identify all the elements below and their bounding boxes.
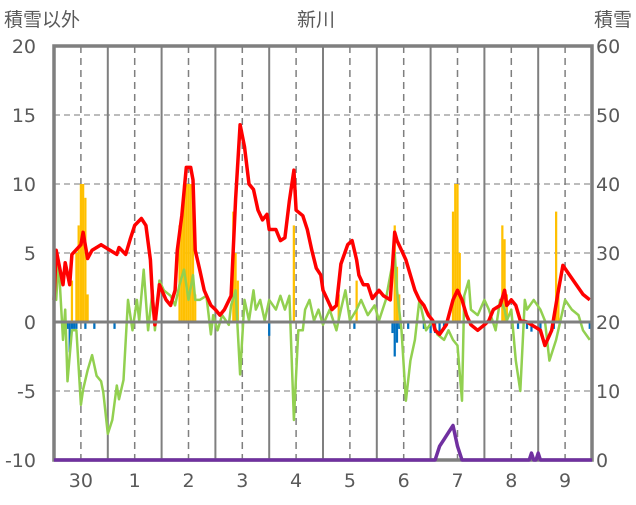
right-tick-label: 0 bbox=[596, 450, 608, 472]
axes bbox=[52, 44, 594, 462]
blue-bar bbox=[68, 322, 71, 353]
orange-bar bbox=[180, 211, 183, 322]
blue-bar bbox=[429, 322, 432, 334]
x-tick-label: 9 bbox=[559, 470, 571, 492]
left-tick-label: 0 bbox=[24, 312, 36, 334]
left-tick-label: 10 bbox=[12, 174, 36, 196]
orange-bar bbox=[503, 239, 506, 322]
blue-bar bbox=[395, 322, 399, 343]
blue-bar bbox=[113, 322, 116, 329]
orange-bar bbox=[337, 294, 340, 322]
blue-bar bbox=[84, 322, 87, 329]
x-tick-label: 8 bbox=[505, 470, 517, 492]
orange-bar bbox=[84, 197, 87, 322]
blue-bar bbox=[75, 322, 78, 329]
blue-bar bbox=[438, 322, 441, 334]
orange-bar bbox=[185, 184, 188, 322]
left-tick-label: -5 bbox=[17, 381, 36, 403]
blue-bar bbox=[516, 322, 520, 329]
left-axis-label: 積雪以外 bbox=[4, 9, 80, 31]
left-tick-label: 15 bbox=[12, 105, 36, 127]
chart-title: 新川 bbox=[297, 9, 335, 31]
blue-bar bbox=[353, 322, 356, 329]
blue-bar bbox=[73, 322, 76, 329]
x-tick-label: 1 bbox=[129, 470, 141, 492]
x-tick-label: 2 bbox=[182, 470, 194, 492]
orange-bar bbox=[191, 184, 195, 322]
orange-bar bbox=[557, 294, 560, 322]
blue-bar bbox=[407, 322, 410, 329]
blue-bar bbox=[588, 322, 591, 329]
orange-bar bbox=[82, 184, 85, 322]
right-tick-label: 40 bbox=[596, 174, 620, 196]
orange-bar bbox=[79, 184, 83, 322]
orange-bar bbox=[194, 294, 197, 322]
orange-bar bbox=[77, 225, 80, 322]
blue-bar bbox=[539, 322, 542, 329]
orange-bar bbox=[86, 294, 89, 322]
right-axis-label: 積雪 bbox=[594, 9, 632, 31]
left-tick-label: 20 bbox=[12, 36, 36, 58]
left-tick-label: 5 bbox=[24, 243, 36, 265]
blue-bar bbox=[93, 322, 96, 329]
left-tick-label: -10 bbox=[5, 450, 36, 472]
bars bbox=[61, 184, 591, 357]
x-tick-label: 5 bbox=[344, 470, 356, 492]
orange-bar bbox=[501, 225, 504, 322]
orange-bar bbox=[456, 184, 459, 322]
orange-bar bbox=[75, 253, 78, 322]
blue-bar bbox=[66, 322, 69, 329]
right-tick-label: 50 bbox=[596, 105, 620, 127]
right-tick-label: 20 bbox=[596, 312, 620, 334]
orange-bar bbox=[178, 225, 181, 322]
orange-bar bbox=[292, 225, 295, 322]
right-tick-label: 60 bbox=[596, 36, 620, 58]
x-tick-label: 4 bbox=[290, 470, 302, 492]
blue-bar bbox=[398, 322, 401, 329]
orange-bar bbox=[458, 253, 461, 322]
orange-bar bbox=[234, 253, 237, 322]
blue-bar bbox=[70, 322, 74, 329]
orange-bar bbox=[555, 211, 558, 322]
orange-bar bbox=[451, 211, 455, 322]
x-tick-label: 3 bbox=[236, 470, 248, 492]
purple-line bbox=[54, 423, 592, 462]
right-tick-label: 10 bbox=[596, 381, 620, 403]
blue-bar bbox=[525, 322, 529, 329]
blue-bar bbox=[391, 322, 394, 334]
x-tick-label: 30 bbox=[69, 470, 93, 492]
orange-bar bbox=[187, 184, 190, 322]
blue-bar bbox=[268, 322, 271, 336]
orange-bar bbox=[182, 184, 186, 322]
x-tick-label: 7 bbox=[451, 470, 463, 492]
gridlines bbox=[54, 46, 592, 460]
orange-bar bbox=[189, 184, 192, 322]
x-tick-label: 6 bbox=[398, 470, 410, 492]
right-tick-label: 30 bbox=[596, 243, 620, 265]
orange-bar bbox=[70, 280, 74, 322]
orange-bar bbox=[355, 280, 358, 322]
orange-bar bbox=[454, 184, 457, 322]
blue-bar bbox=[393, 322, 396, 357]
orange-bar bbox=[505, 294, 508, 322]
orange-bar bbox=[236, 280, 239, 322]
